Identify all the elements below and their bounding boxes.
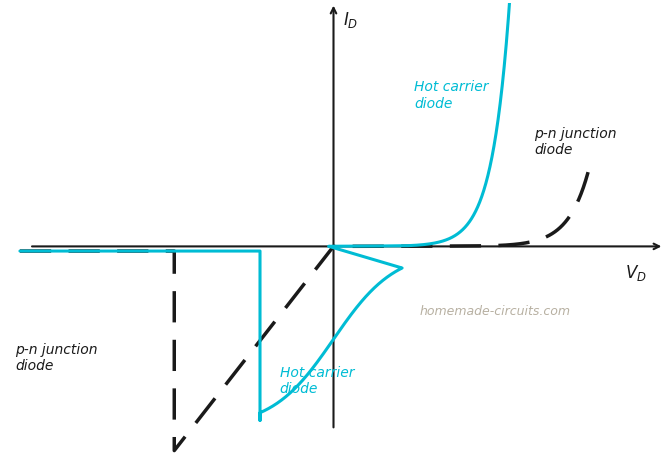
- Text: Hot carrier
diode: Hot carrier diode: [279, 366, 354, 396]
- Text: p-n junction
diode: p-n junction diode: [15, 343, 97, 373]
- Text: $V_D$: $V_D$: [625, 262, 647, 283]
- Text: p-n junction
diode: p-n junction diode: [534, 127, 617, 157]
- Text: Hot carrier
diode: Hot carrier diode: [414, 81, 489, 111]
- Text: homemade-circuits.com: homemade-circuits.com: [420, 305, 570, 318]
- Text: $I_D$: $I_D$: [344, 10, 359, 30]
